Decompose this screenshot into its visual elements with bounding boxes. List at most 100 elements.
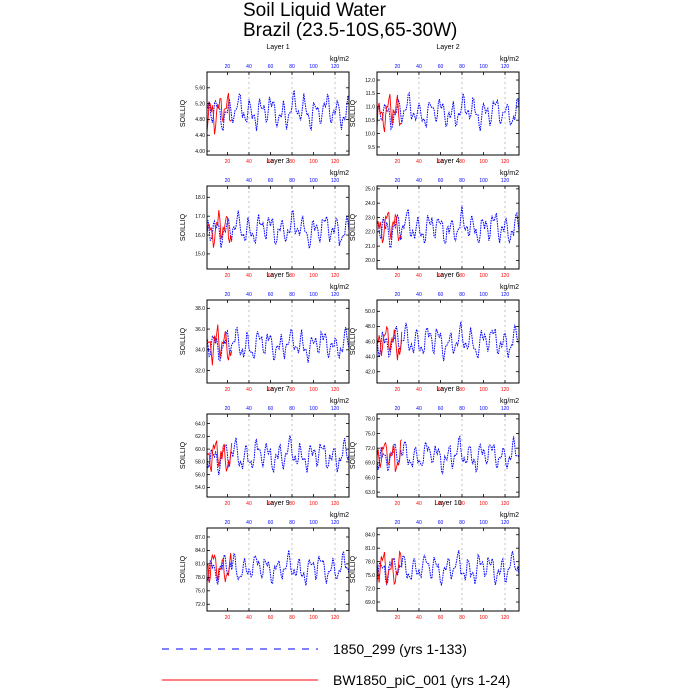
panel-9-bottom-tick-label-4: 100	[309, 615, 318, 621]
panel-10-top-tick-label-5: 120	[501, 520, 510, 526]
panel-8-bottom-tick-label-2: 60	[438, 501, 444, 507]
panel-4-bottom-tick-label-1: 40	[416, 273, 422, 279]
panel-6-series-2-line	[376, 325, 403, 361]
panel-10-ytick-label-3: 78.0	[365, 559, 375, 565]
panel-8-top-tick-label-0: 20	[395, 406, 401, 412]
panel-9-ytick-label-3: 81.0	[195, 562, 205, 568]
panel-6-top-tick-label-3: 80	[459, 292, 465, 298]
panel-4-units: kg/m2	[500, 170, 519, 177]
panel-6-ytick-label-4: 50.0	[365, 309, 375, 315]
panel-5-ytick-label-2: 36.0	[195, 327, 205, 333]
panel-2-bottom-tick-label-2: 60	[438, 159, 444, 165]
panel-1-bottom-tick-label-3: 80	[289, 159, 295, 165]
panel-1-units: kg/m2	[330, 56, 349, 63]
panel-9-top-tick-label-0: 20	[225, 520, 231, 526]
panel-7-ytick-label-3: 60.0	[195, 447, 205, 453]
panel-3-bottom-tick-label-3: 80	[289, 273, 295, 279]
panel-5-ylabel: SOILLIQ	[180, 327, 187, 355]
panel-10-series-1-line	[376, 550, 520, 587]
panel-9-ytick-label-5: 87.0	[195, 535, 205, 541]
chart-title: Soil Liquid Water	[243, 0, 387, 21]
panel-10-bottom-tick-label-0: 20	[395, 615, 401, 621]
panel-2-top-tick-label-0: 20	[395, 64, 401, 70]
panel-8-ytick-label-4: 75.0	[365, 431, 375, 437]
panel-3-ytick-label-0: 15.0	[195, 252, 205, 258]
panel-7: Layer 7 kg/m2 SOILLIQ 54.0 56.0 58.0 60.0 62.0 6…	[180, 386, 350, 507]
panel-1-top-tick-label-4: 100	[309, 64, 318, 70]
panel-2-ytick-label-4: 11.5	[366, 91, 376, 97]
panel-3-top-tick-label-3: 80	[289, 178, 295, 184]
panel-3-bottom-tick-label-0: 20	[225, 273, 231, 279]
panel-8-top-tick-label-3: 80	[459, 406, 465, 412]
panel-6-top-tick-label-4: 100	[479, 292, 488, 298]
panel-4: Layer 4 kg/m2 SOILLIQ 20.0 21.0 22.0 23.0 24.0 2…	[350, 158, 520, 279]
panel-3-bottom-tick-label-4: 100	[309, 273, 318, 279]
panel-4-ytick-label-1: 21.0	[365, 244, 375, 250]
panel-2-title: Layer 2	[436, 44, 459, 51]
panel-7-ytick-label-1: 56.0	[195, 472, 205, 478]
panel-10-series-2-line	[376, 550, 403, 586]
panel-7-ylabel: SOILLIQ	[180, 441, 187, 469]
panel-3-top-tick-label-4: 100	[309, 178, 318, 184]
panel-2-ytick-label-1: 10.0	[365, 131, 375, 137]
panel-7-series-2-line	[206, 440, 233, 472]
panel-5-title: Layer 5	[266, 272, 289, 279]
panel-3-series-2-line	[206, 210, 233, 248]
panel-4-top-tick-label-1: 40	[416, 178, 422, 184]
panel-2-units: kg/m2	[500, 56, 519, 63]
panel-2-top-tick-label-4: 100	[479, 64, 488, 70]
panel-1-bottom-tick-label-1: 40	[246, 159, 252, 165]
panel-9-ytick-label-0: 72.0	[195, 602, 205, 608]
panel-5-top-tick-label-3: 80	[289, 292, 295, 298]
panel-7-bottom-tick-label-5: 120	[331, 501, 340, 507]
panel-8-ytick-label-2: 69.0	[365, 461, 375, 467]
panel-9-series-1-line	[206, 550, 350, 586]
panel-7-ytick-label-2: 58.0	[195, 460, 205, 466]
panel-1-series-2-line	[206, 92, 233, 135]
panel-2-top-tick-label-5: 120	[501, 64, 510, 70]
panel-9-ytick-label-1: 75.0	[195, 589, 205, 595]
panel-1-series-1-line	[206, 90, 350, 133]
panel-4-top-tick-label-2: 60	[438, 178, 444, 184]
panel-9-units: kg/m2	[330, 512, 349, 519]
panel-2-bottom-tick-label-4: 100	[479, 159, 488, 165]
panel-5: Layer 5 kg/m2 SOILLIQ 32.0 34.0 36.0 38.0 20 40 6…	[180, 272, 350, 393]
panel-2-series-1-line	[376, 91, 520, 131]
panel-5-bottom-tick-label-1: 40	[246, 387, 252, 393]
panel-8: Layer 8 kg/m2 SOILLIQ 63.0 66.0 69.0 72.0 75.0 7…	[350, 386, 520, 507]
panel-9-top-tick-label-3: 80	[289, 520, 295, 526]
panel-1-bottom-tick-label-2: 60	[268, 159, 274, 165]
panel-8-title: Layer 8	[436, 386, 459, 393]
panel-2: Layer 2 kg/m2 SOILLIQ 9.5 10.0 10.5 11.0 11.5 12…	[350, 44, 520, 165]
panel-10-bottom-tick-label-1: 40	[416, 615, 422, 621]
panel-6-bottom-tick-label-0: 20	[395, 387, 401, 393]
panel-9-top-tick-label-2: 60	[268, 520, 274, 526]
panel-4-ytick-label-4: 24.0	[365, 201, 375, 207]
panel-1-ylabel: SOILLIQ	[180, 99, 187, 127]
panel-10-top-tick-label-2: 60	[438, 520, 444, 526]
panel-4-ytick-label-2: 22.0	[365, 230, 375, 236]
panel-6-ytick-label-2: 46.0	[365, 339, 375, 345]
panel-4-bottom-tick-label-5: 120	[501, 273, 510, 279]
panel-5-top-tick-label-4: 100	[309, 292, 318, 298]
panel-6-top-tick-label-5: 120	[501, 292, 510, 298]
panel-10: Layer 10 kg/m2 SOILLIQ 69.0 72.0 75.0 78.0 81.0…	[350, 500, 520, 621]
panel-10-ytick-label-0: 69.0	[365, 600, 375, 606]
panel-7-top-tick-label-4: 100	[309, 406, 318, 412]
panel-8-series-2-line	[376, 439, 403, 472]
panel-grid: Layer 1 kg/m2 SOILLIQ 4.00 4.40 4.80 5.20 5.60 2…	[180, 44, 520, 621]
panel-3-ytick-label-3: 18.0	[195, 195, 205, 201]
panel-6-units: kg/m2	[500, 284, 519, 291]
panel-4-series-2-line	[376, 211, 403, 244]
panel-6-bottom-tick-label-2: 60	[438, 387, 444, 393]
panel-8-bottom-tick-label-1: 40	[416, 501, 422, 507]
panel-7-series-1-line	[206, 435, 350, 476]
panel-7-top-tick-label-2: 60	[268, 406, 274, 412]
panel-7-units: kg/m2	[330, 398, 349, 405]
panel-6-ytick-label-1: 44.0	[365, 354, 375, 360]
panel-5-frame	[206, 299, 350, 384]
panel-3-top-tick-label-1: 40	[246, 178, 252, 184]
panel-1-bottom-tick-label-5: 120	[331, 159, 340, 165]
panel-7-title: Layer 7	[266, 386, 289, 393]
